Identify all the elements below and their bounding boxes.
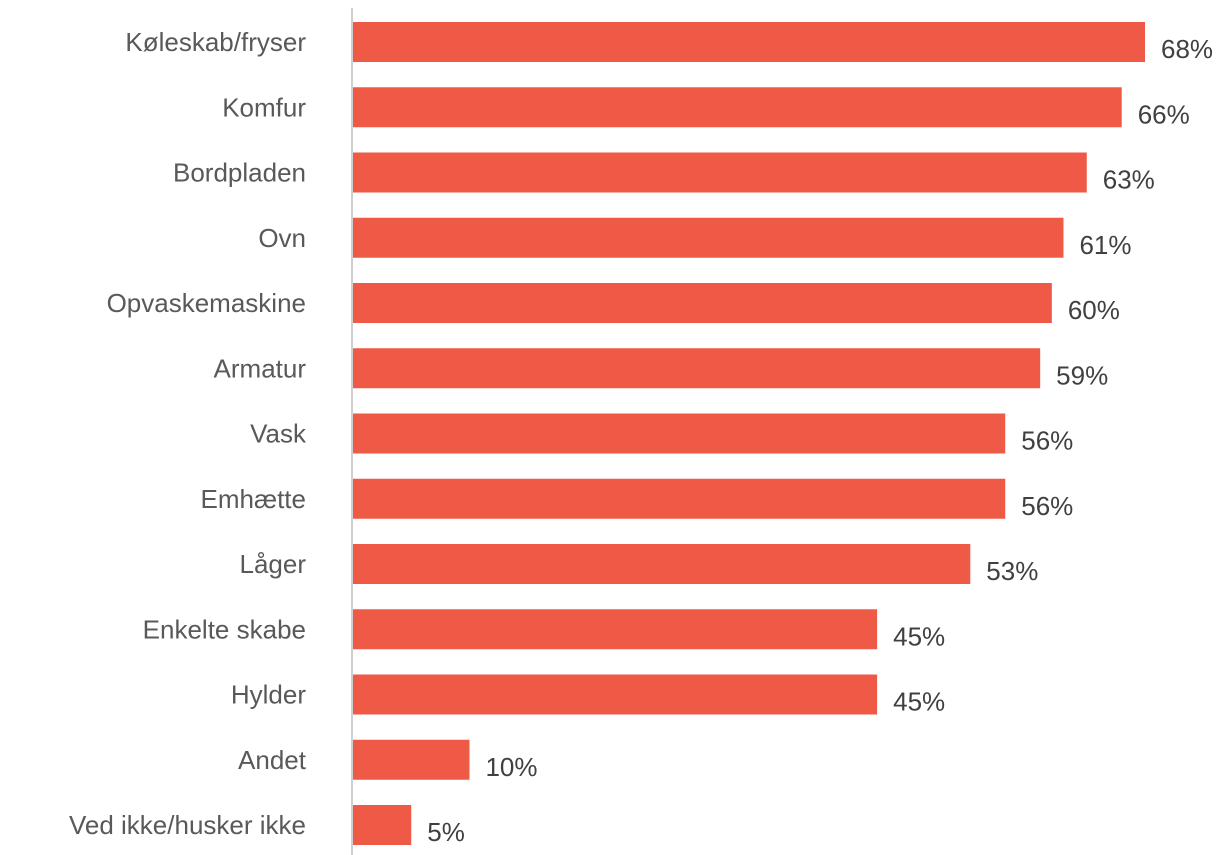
bar bbox=[353, 413, 1006, 454]
bar bbox=[353, 805, 412, 845]
bar bbox=[353, 674, 878, 715]
bar bbox=[353, 152, 1087, 193]
bar bbox=[353, 217, 1064, 258]
category-label: Bordpladen bbox=[173, 158, 306, 188]
data-label: 56% bbox=[1021, 491, 1073, 521]
bar bbox=[353, 478, 1006, 519]
value-labels-group: 68% 66% 63% 61% 60% 59% 56% 56% 53% 45% 45% 10% 5% bbox=[427, 34, 1213, 847]
data-label: 53% bbox=[986, 556, 1038, 586]
data-label: 59% bbox=[1056, 360, 1108, 390]
category-label: Vask bbox=[250, 419, 307, 449]
category-label: Ved ikke/husker ikke bbox=[69, 810, 306, 840]
category-label: Hylder bbox=[231, 680, 306, 710]
data-label: 61% bbox=[1079, 230, 1131, 260]
bar bbox=[353, 348, 1041, 389]
bar bbox=[353, 283, 1052, 323]
category-label: Emhætte bbox=[201, 484, 307, 514]
category-label: Køleskab/fryser bbox=[125, 27, 306, 57]
bar bbox=[353, 544, 971, 584]
category-label: Armatur bbox=[214, 353, 307, 383]
data-label: 63% bbox=[1103, 165, 1155, 195]
category-label: Låger bbox=[240, 549, 307, 579]
data-label: 56% bbox=[1021, 426, 1073, 456]
data-label: 66% bbox=[1138, 99, 1190, 129]
category-label: Komfur bbox=[222, 92, 306, 122]
bar bbox=[353, 739, 470, 780]
data-label: 45% bbox=[893, 621, 945, 651]
data-label: 45% bbox=[893, 687, 945, 717]
category-label: Enkelte skabe bbox=[143, 614, 306, 644]
bar bbox=[353, 22, 1145, 62]
bars-group bbox=[353, 22, 1145, 845]
data-label: 5% bbox=[427, 817, 465, 847]
category-label: Ovn bbox=[258, 223, 306, 253]
category-label: Opvaskemaskine bbox=[107, 288, 306, 318]
bar bbox=[353, 87, 1122, 128]
data-label: 60% bbox=[1068, 295, 1120, 325]
category-label: Andet bbox=[238, 745, 307, 775]
data-label: 10% bbox=[485, 752, 537, 782]
bar bbox=[353, 609, 878, 650]
data-label: 68% bbox=[1161, 34, 1213, 64]
category-labels-group: Køleskab/fryser Komfur Bordpladen Ovn Opvask… bbox=[69, 27, 307, 840]
